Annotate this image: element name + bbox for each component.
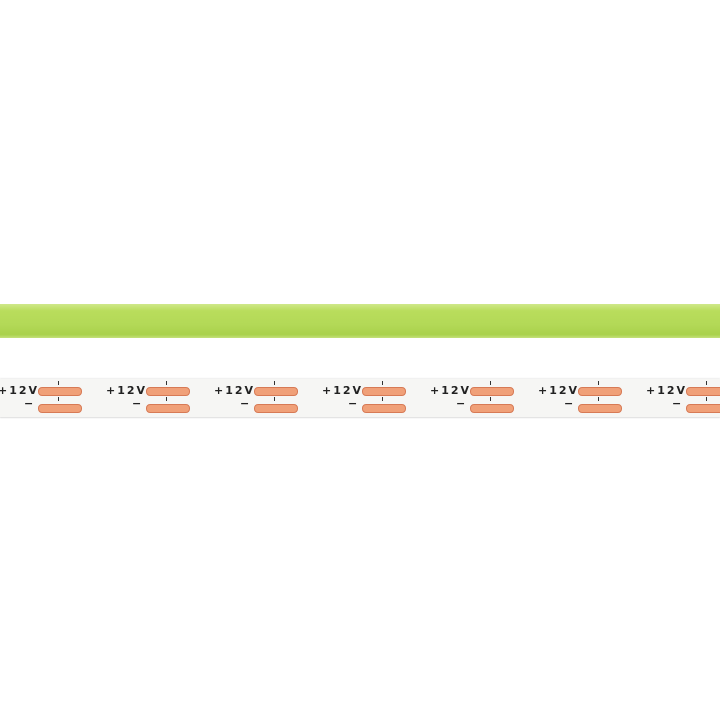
pad-mark [274,381,275,385]
strip-segment: +12V − [214,379,322,417]
pad-mark [58,397,59,401]
pad-mark [58,381,59,385]
solder-pad [362,387,406,396]
led-strip-pcb: +12V − +12V − +12V − +12V − +12V − +12V − +12V − [0,379,720,417]
strip-segment: +12V − [322,379,430,417]
solder-pad [686,404,720,413]
solder-pad [38,387,82,396]
solder-pad [146,387,190,396]
negative-label: − [24,397,34,410]
pad-mark [274,397,275,401]
voltage-label: +12V [106,384,148,397]
strip-segment: +12V − [538,379,646,417]
voltage-label: +12V [214,384,256,397]
strip-segment: +12V − [106,379,214,417]
solder-pad [578,387,622,396]
pad-mark [166,397,167,401]
strip-segment: +12V − [0,379,106,417]
negative-label: − [672,397,682,410]
strip-segment: +12V − [430,379,538,417]
pad-mark [598,381,599,385]
pad-mark [490,397,491,401]
negative-label: − [240,397,250,410]
pad-mark [706,381,707,385]
solder-pad [578,404,622,413]
voltage-label: +12V [646,384,688,397]
solder-pad [254,387,298,396]
pad-mark [706,397,707,401]
solder-pad [146,404,190,413]
negative-label: − [564,397,574,410]
solder-pad [686,387,720,396]
solder-pad [362,404,406,413]
pad-mark [382,381,383,385]
voltage-label: +12V [538,384,580,397]
solder-pad [470,387,514,396]
voltage-label: +12V [322,384,364,397]
cob-led-strip-lit [0,304,720,338]
solder-pad [254,404,298,413]
voltage-label: +12V [430,384,472,397]
voltage-label: +12V [0,384,40,397]
solder-pad [38,404,82,413]
pad-mark [598,397,599,401]
negative-label: − [456,397,466,410]
pad-mark [382,397,383,401]
negative-label: − [132,397,142,410]
solder-pad [470,404,514,413]
strip-segment: +12V − [646,379,720,417]
pad-mark [490,381,491,385]
pad-mark [166,381,167,385]
negative-label: − [348,397,358,410]
